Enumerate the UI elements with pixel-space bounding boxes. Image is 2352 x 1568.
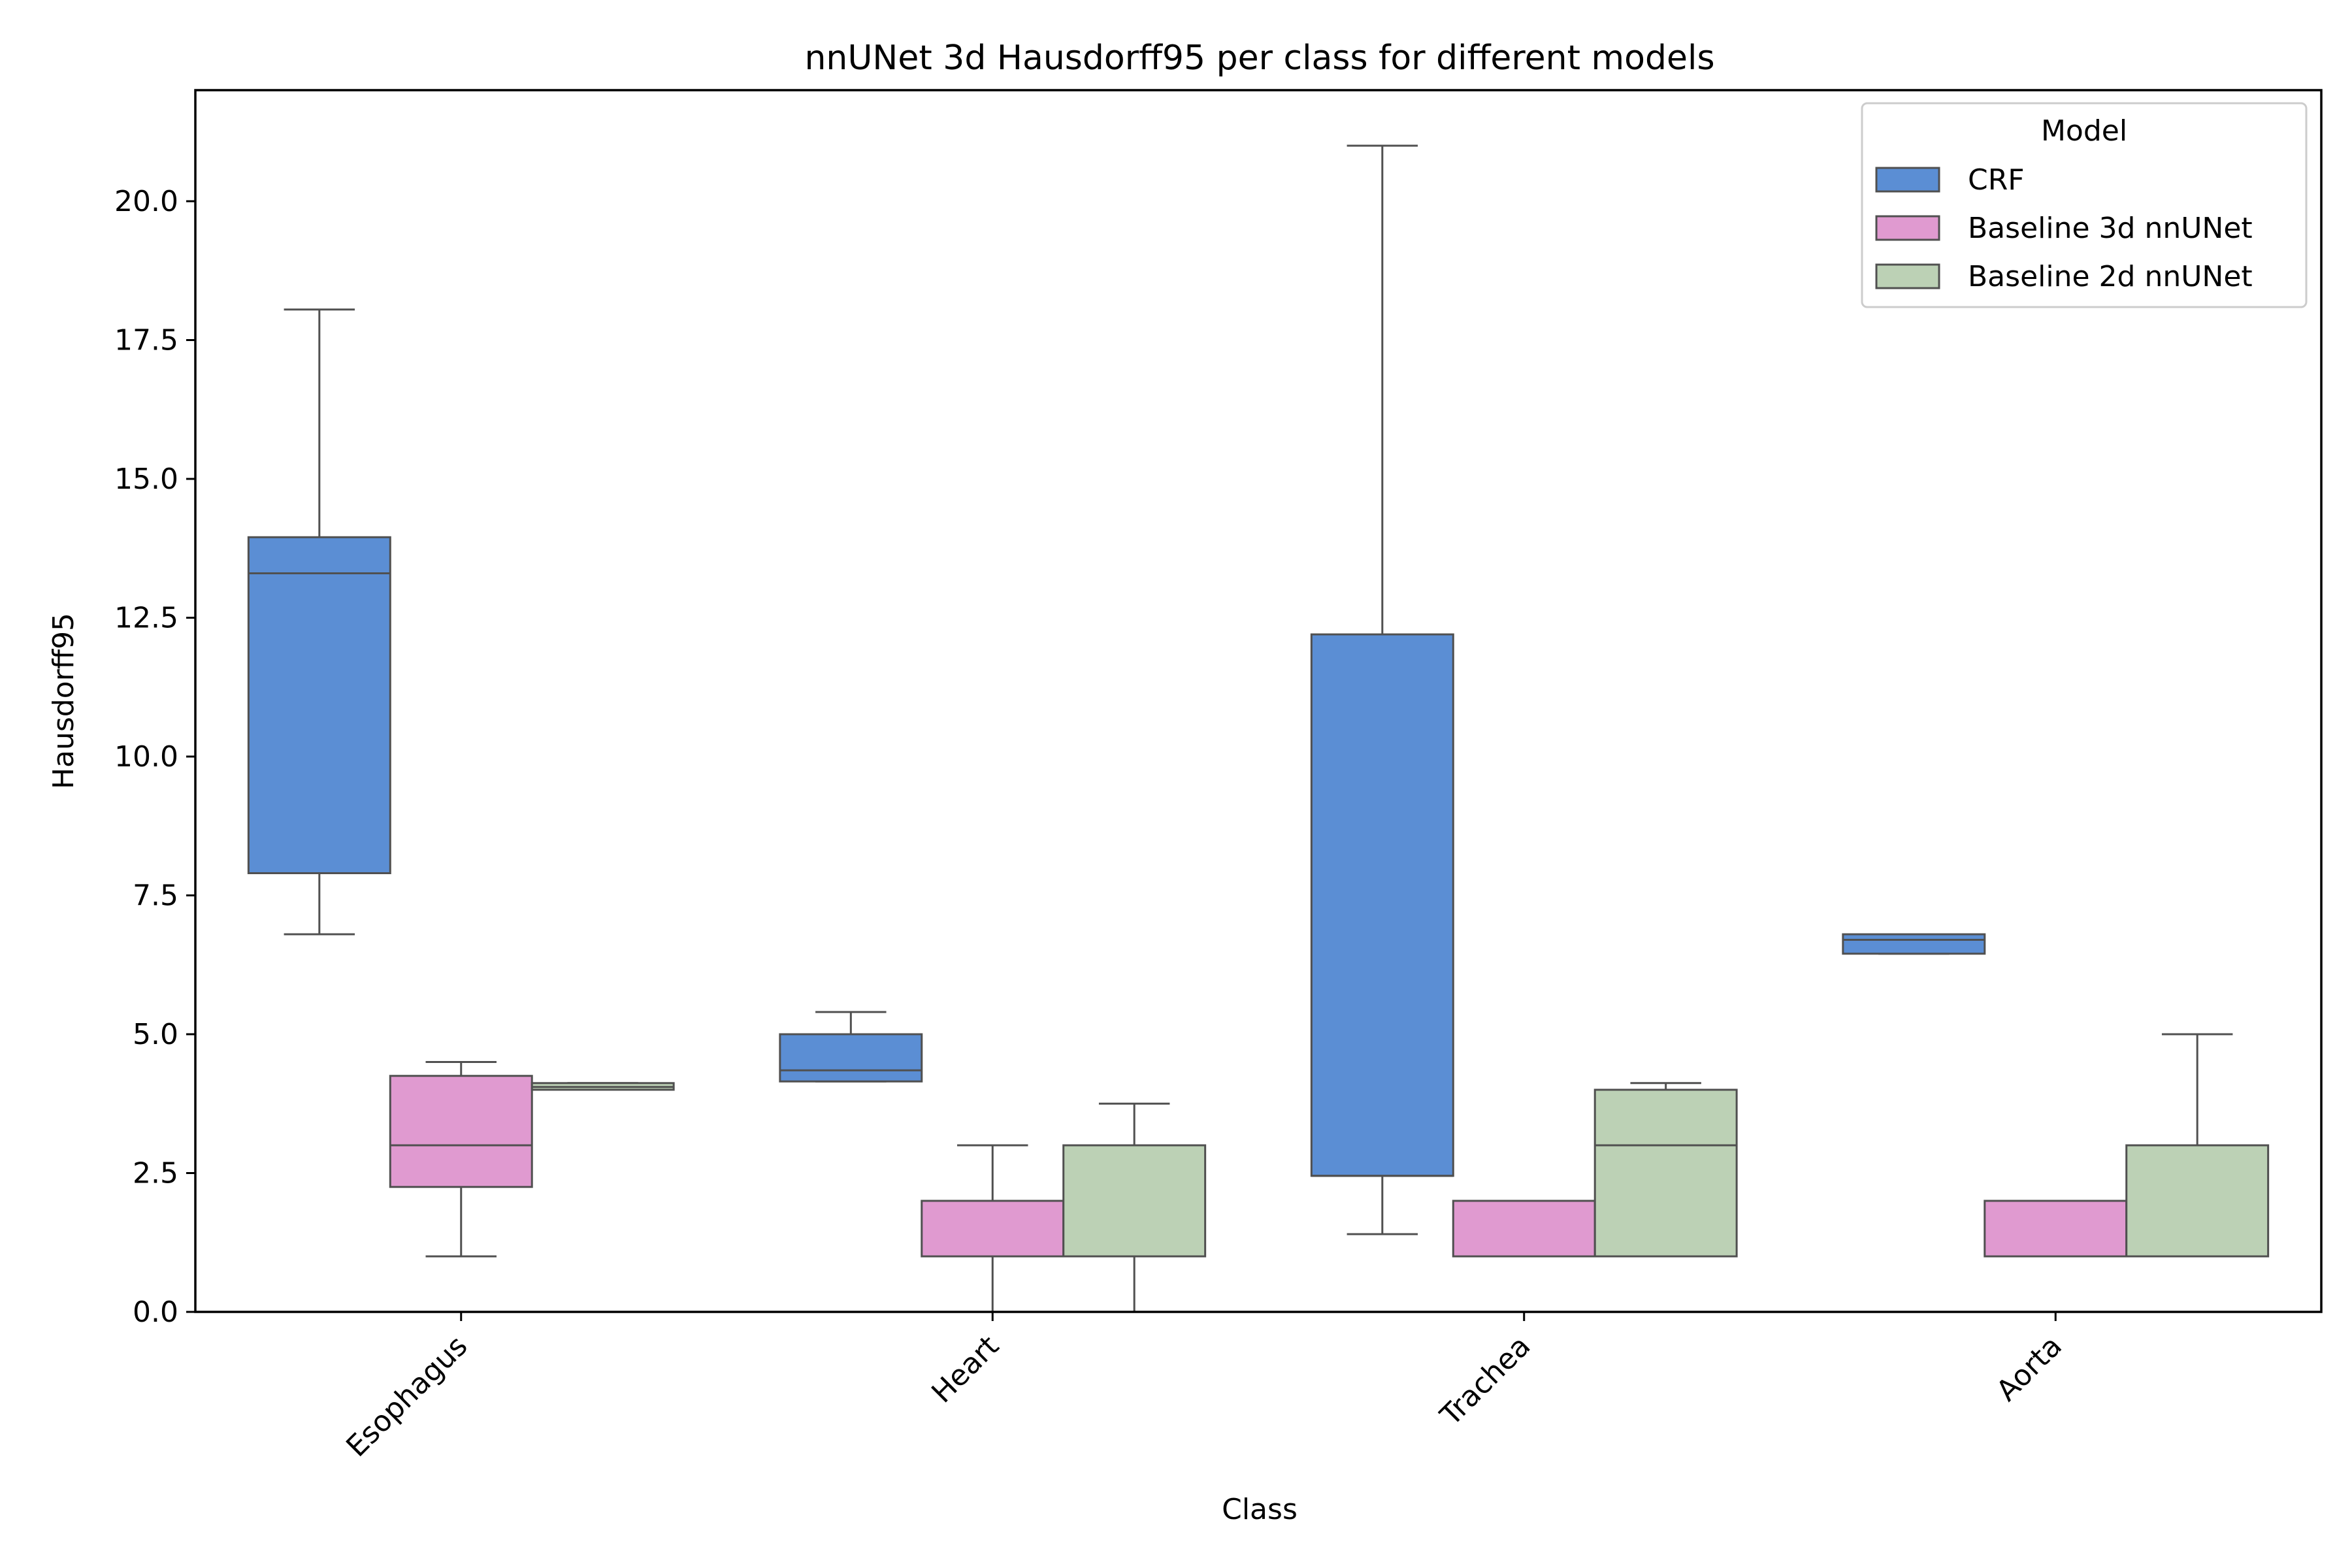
box-baseline-2d-nnunet-esophagus xyxy=(531,1082,675,1091)
y-tick-label: 15.0 xyxy=(114,463,178,496)
iqr-box xyxy=(247,536,391,874)
legend-swatch-crf xyxy=(1875,167,1940,193)
legend-title: Model xyxy=(2041,114,2127,148)
box-baseline-2d-nnunet-aorta xyxy=(2125,1033,2270,1258)
box-baseline-3d-nnunet-heart xyxy=(921,1144,1065,1313)
y-tick-label: 10.0 xyxy=(114,740,178,774)
iqr-box xyxy=(1062,1144,1207,1258)
y-tick-label: 17.5 xyxy=(114,324,178,357)
boxes-layer xyxy=(247,144,2270,1313)
chart-title: nnUNet 3d Hausdorff95 per class for diff… xyxy=(804,39,1714,78)
iqr-box xyxy=(1593,1088,1738,1258)
y-tick-label: 7.5 xyxy=(133,879,178,913)
box-baseline-2d-nnunet-heart xyxy=(1062,1102,1207,1313)
iqr-box xyxy=(1452,1200,1596,1258)
iqr-box xyxy=(389,1075,533,1188)
y-tick-label: 0.0 xyxy=(133,1296,178,1329)
box-crf-heart xyxy=(779,1011,923,1083)
legend-swatch-baseline-3d-nnunet xyxy=(1875,215,1940,241)
box-crf-trachea xyxy=(1310,144,1454,1235)
y-tick-label: 12.5 xyxy=(114,602,178,635)
y-axis: 0.0 2.5 5.0 7.5 10.0 12.5 15.0 17.5 20.0 xyxy=(114,185,195,1329)
iqr-box xyxy=(1984,1200,2128,1258)
y-tick-label: 2.5 xyxy=(133,1157,178,1190)
box-baseline-2d-nnunet-trachea xyxy=(1593,1082,1738,1258)
box-baseline-3d-nnunet-aorta xyxy=(1984,1200,2128,1258)
legend: Model CRF Baseline 3d nnUNet Baseline 2d n… xyxy=(1861,102,2308,308)
legend-label-crf: CRF xyxy=(1968,163,2025,197)
box-crf-aorta xyxy=(1842,933,1986,955)
iqr-box xyxy=(1842,933,1986,955)
y-tick-label: 5.0 xyxy=(133,1018,178,1051)
y-axis-label: Hausdorff95 xyxy=(47,613,80,789)
y-tick-label: 20.0 xyxy=(114,185,178,218)
iqr-box xyxy=(779,1033,923,1083)
iqr-box xyxy=(1310,633,1454,1177)
box-baseline-3d-nnunet-trachea xyxy=(1452,1200,1596,1258)
legend-swatch-baseline-2d-nnunet xyxy=(1875,263,1940,289)
legend-label-baseline-3d-nnunet: Baseline 3d nnUNet xyxy=(1968,212,2253,245)
iqr-box xyxy=(2125,1144,2270,1258)
legend-frame xyxy=(1861,102,2308,308)
x-axis-label: Class xyxy=(1222,1493,1298,1526)
box-baseline-3d-nnunet-esophagus xyxy=(389,1061,533,1258)
iqr-box xyxy=(921,1200,1065,1258)
legend-label-baseline-2d-nnunet: Baseline 2d nnUNet xyxy=(1968,260,2253,293)
legend-items: CRF Baseline 3d nnUNet Baseline 2d nnUNet xyxy=(1875,163,2253,293)
plot-frame xyxy=(194,89,2323,1313)
box-crf-esophagus xyxy=(247,308,391,936)
